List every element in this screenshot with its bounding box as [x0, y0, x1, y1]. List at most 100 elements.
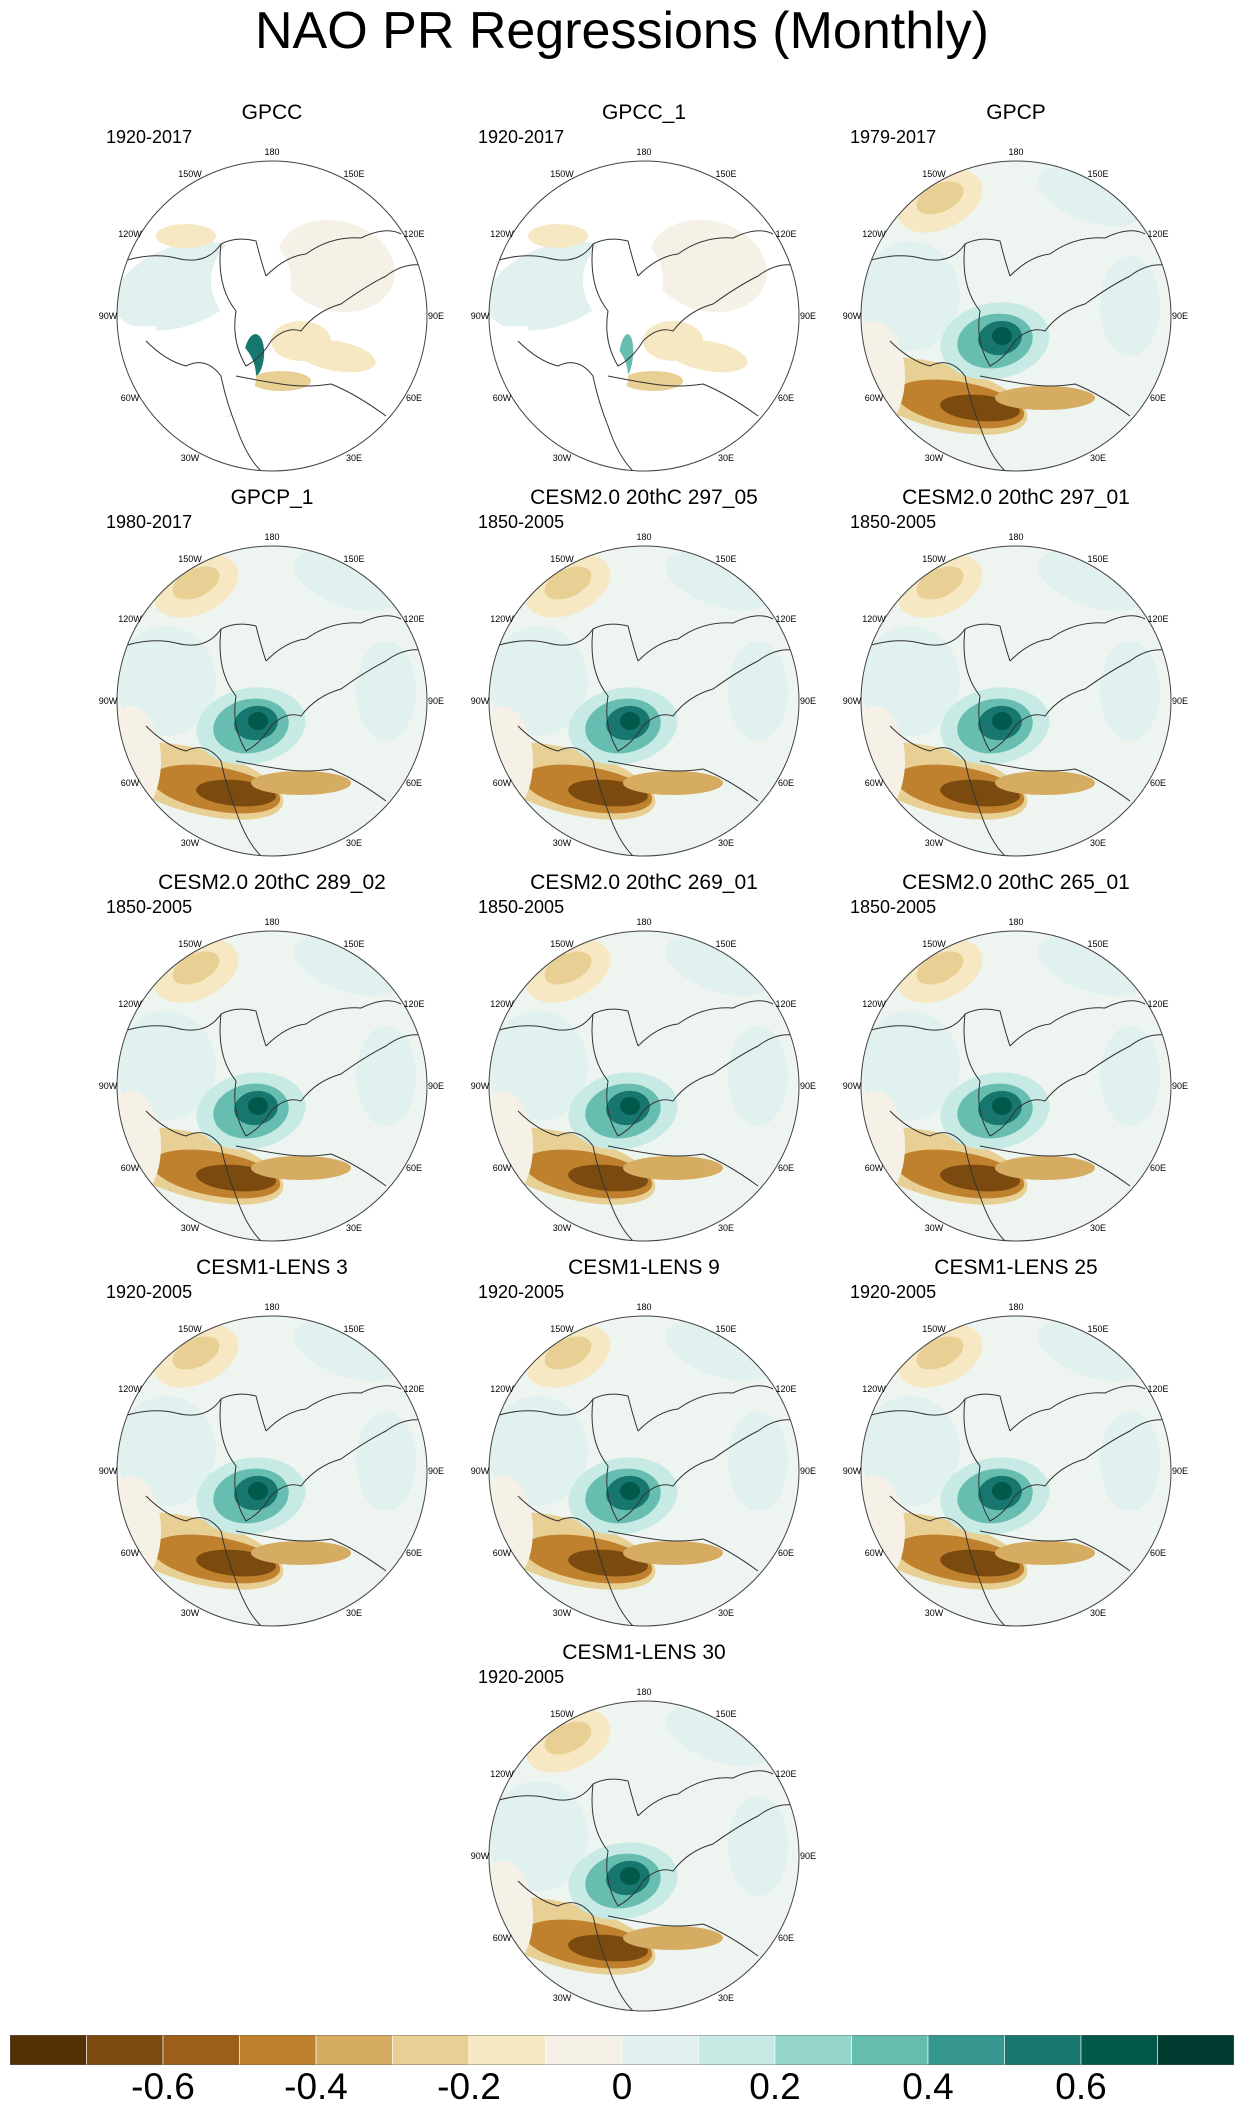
precip-field [489, 546, 799, 856]
longitude-label: 120E [776, 1384, 797, 1394]
asia-positive-region [356, 1411, 416, 1511]
longitude-label: 0 [269, 475, 274, 476]
coastline-segment [145, 1110, 237, 1197]
panel-title: CESM2.0 20thC 265_01 [902, 871, 1130, 894]
mediterranean-negative [995, 386, 1095, 410]
coastline-segment [145, 340, 237, 427]
longitude-label: 0 [1013, 1630, 1018, 1631]
nordic-positive-peak [620, 1482, 640, 1500]
longitude-label: 150W [922, 169, 946, 179]
longitude-label: 90W [843, 311, 862, 321]
coastline-segment [607, 810, 634, 856]
panel-title: GPCC_1 [601, 101, 687, 124]
map-boundary [488, 930, 800, 1242]
coastline-segment [235, 1145, 387, 1187]
coastlines [861, 1385, 1171, 1626]
greenland-gap [211, 236, 291, 326]
longitude-label: 120W [490, 999, 514, 1009]
west-neutral [489, 1861, 533, 1971]
panel-title: CESM1-LENS 25 [934, 1256, 1098, 1279]
coastline-segment [591, 1783, 644, 1907]
longitude-label: 180 [636, 147, 651, 157]
longitude-label: 120E [1148, 229, 1169, 239]
longitude-label: 0 [1013, 1245, 1018, 1246]
asia-positive-region [1100, 256, 1160, 356]
longitude-label: 180 [1008, 532, 1023, 542]
longitude-label: 0 [269, 1245, 274, 1246]
nordic-positive-peak [248, 1482, 268, 1500]
mediterranean-negative [623, 1541, 723, 1565]
longitude-label: 60W [493, 1548, 512, 1558]
coastline-segment [265, 615, 402, 662]
coastline-segment [963, 1013, 1016, 1137]
asia-land-patch [276, 219, 396, 313]
longitude-label: 0 [269, 1630, 274, 1631]
coastline-segment [642, 649, 799, 727]
coastline-segment [963, 1398, 1016, 1522]
precip-field [117, 1316, 427, 1626]
panel-title: CESM2.0 20thC 269_01 [530, 871, 758, 894]
precip-field [489, 931, 799, 1241]
nordic-positive-peak [620, 712, 640, 730]
panel-period: 1920-2005 [478, 1282, 565, 1302]
longitude-label: 120W [490, 1384, 514, 1394]
longitude-label: 30W [925, 838, 944, 848]
polar-map: 180 150E 120E 90E 60E 30E 0 30W 60W 90W 120W 150W [99, 917, 444, 1246]
longitude-label: 30W [553, 1993, 572, 2003]
pacific-negative-core [172, 1336, 220, 1370]
asia-positive-region [1100, 1026, 1160, 1126]
longitude-label: 150E [715, 169, 736, 179]
coastline-segment [265, 1385, 402, 1432]
map-boundary [860, 1315, 1172, 1627]
longitude-label: 120E [1148, 999, 1169, 1009]
polar-map: 180 150E 120E 90E 60E 30E 0 30W 60W 90W 120W 150W [843, 1302, 1188, 1631]
precip-field [117, 546, 427, 856]
mediterranean-negative [995, 771, 1095, 795]
longitude-label: 180 [636, 1302, 651, 1312]
coastline-segment [1009, 1385, 1146, 1432]
map-boundary [860, 160, 1172, 472]
canada-positive-region [117, 1396, 216, 1506]
colorbar [10, 2035, 1234, 2065]
panel-period: 1920-2005 [106, 1282, 193, 1302]
west-neutral [489, 1091, 533, 1201]
longitude-label: 30E [1090, 453, 1106, 463]
coastline-segment [219, 243, 272, 367]
longitude-label: 30W [181, 838, 200, 848]
colorbar-swatch [621, 2035, 699, 2065]
longitude-label: 150W [178, 554, 202, 564]
coastline-segment [517, 1495, 609, 1582]
coastline-segment [979, 375, 1131, 417]
longitude-label: 60W [865, 1163, 884, 1173]
map-panel: CESM2.0 20thC 289_02 180 150E 120E 90E 60E 30E… [86, 870, 458, 1250]
polar-map: 180 150E 120E 90E 60E 30E 0 30W 60W 90W 120W 150W [843, 917, 1188, 1246]
coastlines [489, 1770, 799, 2011]
longitude-label: 120W [862, 1384, 886, 1394]
mideast-land-patch [668, 339, 748, 373]
colorbar-swatch [1157, 2035, 1234, 2065]
longitude-label: 90E [1172, 696, 1188, 706]
longitude-label: 120W [490, 1769, 514, 1779]
longitude-label: 30E [346, 838, 362, 848]
coastline-segment [607, 375, 759, 417]
canada-positive-region [117, 626, 216, 736]
longitude-label: 120E [1148, 614, 1169, 624]
precip-field [861, 161, 1171, 471]
coastline-segment [270, 264, 427, 342]
map-panel: CESM1-LENS 30 180 150E 120E 90E 60E 30E 0 30W 60W… [458, 1640, 830, 2020]
coastline-segment [591, 628, 644, 752]
longitude-label: 150E [715, 1709, 736, 1719]
map-boundary [860, 545, 1172, 857]
coastline-segment [1014, 264, 1171, 342]
coastline-segment [607, 1145, 759, 1187]
longitude-label: 60E [778, 1548, 794, 1558]
pacific-negative-core [916, 566, 964, 600]
coastline-segment [1014, 649, 1171, 727]
longitude-label: 120E [404, 229, 425, 239]
longitude-label: 180 [264, 532, 279, 542]
coastline-segment [1009, 1000, 1146, 1047]
longitude-label: 0 [641, 860, 646, 861]
coastline-segment [607, 1915, 759, 1957]
coastlines [117, 615, 427, 856]
pacific-negative-core [916, 951, 964, 985]
